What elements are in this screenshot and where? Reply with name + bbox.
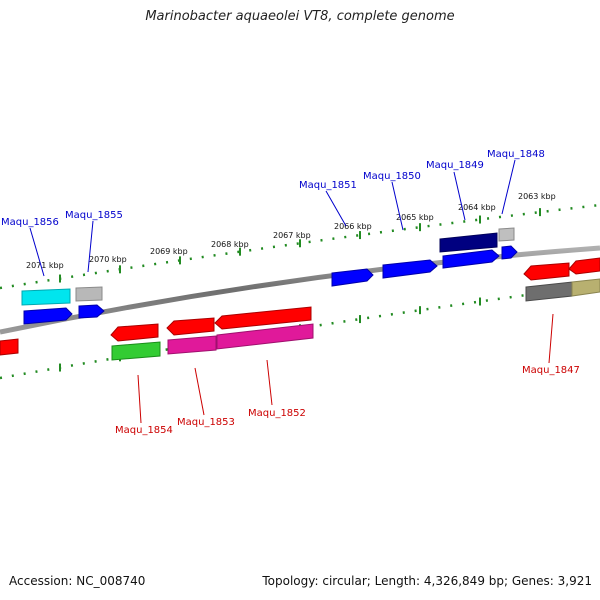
leader-line [137,374,142,424]
ruler-label: 2070 kbp [89,255,127,264]
ruler-label: 2066 kbp [334,222,372,231]
forward-strand-genes [21,227,518,325]
leader-line [266,359,273,406]
leader-line [29,227,45,277]
leader-line [194,367,205,416]
gene-maqu-1849[interactable] [439,232,498,253]
gene-label[interactable]: Maqu_1850 [363,171,421,182]
gene-label[interactable]: Maqu_1853 [177,417,235,428]
leader-line [325,190,347,227]
gene-reverse[interactable] [0,338,19,356]
gene-maqu-1847[interactable] [523,262,570,281]
gene-reverse[interactable] [568,257,600,275]
gene-forward[interactable] [501,245,518,260]
gene-reverse[interactable] [216,323,314,350]
gene-label[interactable]: Maqu_1854 [115,425,173,436]
gene-label[interactable]: Maqu_1855 [65,210,123,221]
gene-reverse[interactable] [111,341,161,361]
gene-maqu-1850[interactable] [382,259,438,279]
outer-ruler [0,203,600,290]
gene-label[interactable]: Maqu_1849 [426,160,484,171]
outer-ruler-ticks [59,208,541,283]
ruler-label: 2065 kbp [396,213,434,222]
gene-maqu-1855[interactable] [75,286,103,302]
leader-line [501,159,516,215]
ruler-labels: 2071 kbp 2070 kbp 2069 kbp 2068 kbp 2067… [26,192,556,270]
leader-line [391,181,404,231]
genome-summary: Topology: circular; Length: 4,326,849 bp… [262,574,592,588]
gene-reverse[interactable] [167,335,217,355]
gene-label[interactable]: Maqu_1852 [248,408,306,419]
gene-label[interactable]: Maqu_1848 [487,149,545,160]
ruler-label: 2071 kbp [26,261,64,270]
ruler-label: 2063 kbp [518,192,556,201]
gene-maqu-1848[interactable] [498,227,515,242]
accession-text: Accession: NC_008740 [9,574,146,588]
gene-maqu-1852[interactable] [214,306,312,330]
gene-label[interactable]: Maqu_1856 [1,217,59,228]
inner-ruler [0,283,600,380]
gene-reverse[interactable] [525,281,573,302]
gene-maqu-1854[interactable] [110,323,159,342]
ruler-label: 2069 kbp [150,247,188,256]
ruler-label: 2068 kbp [211,240,249,249]
leader-line [87,220,94,273]
gene-maqu-1853[interactable] [166,317,215,336]
map-title: Marinobacter aquaeolei VT8, complete gen… [145,9,455,24]
gene-maqu-1851[interactable] [331,268,374,287]
gene-reverse[interactable] [571,278,600,297]
gene-labels: Maqu_1856 Maqu_1855 Maqu_1851 Maqu_1850 … [1,149,580,436]
ruler-label: 2064 kbp [458,203,496,212]
reverse-strand-genes [0,257,600,361]
gene-forward[interactable] [23,307,73,325]
gene-maqu-1856[interactable] [21,288,71,306]
gene-label[interactable]: Maqu_1847 [522,365,580,376]
ruler-label: 2067 kbp [273,231,311,240]
gene-forward[interactable] [442,249,500,269]
leader-line [548,313,554,364]
leader-lines [29,159,554,424]
gene-forward[interactable] [78,304,105,319]
leader-line [453,171,466,221]
gene-label[interactable]: Maqu_1851 [299,180,357,191]
